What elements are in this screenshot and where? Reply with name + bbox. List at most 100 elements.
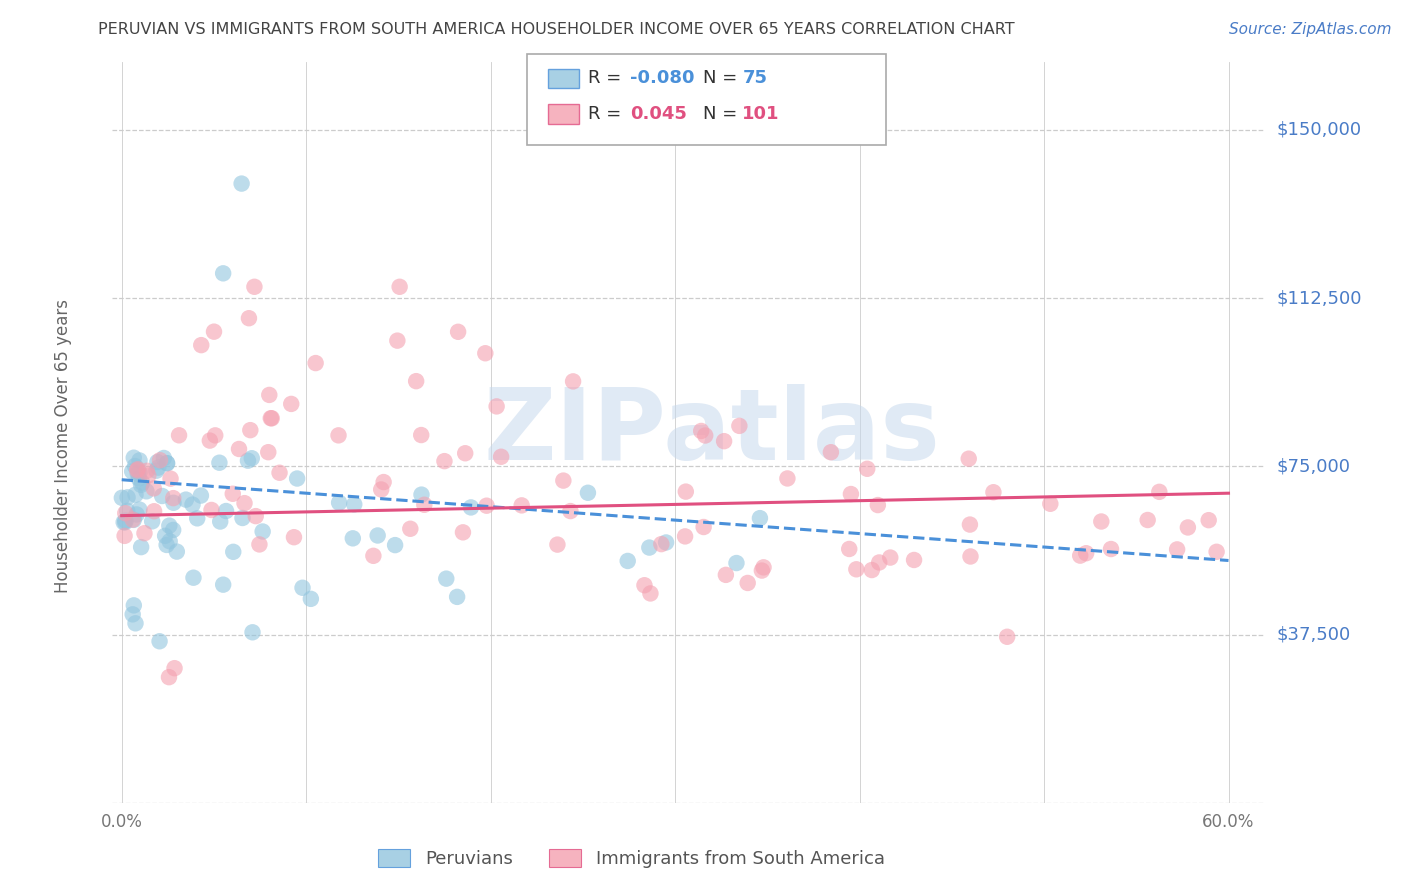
Point [673, 529, 696, 543]
Point [239, 423, 262, 437]
Point [957, 451, 980, 466]
Point [236, 453, 259, 467]
Point [128, 453, 150, 467]
Point [640, 586, 662, 600]
Point [135, 484, 157, 499]
Point [167, 428, 190, 442]
Point [124, 458, 146, 473]
Point [269, 466, 291, 480]
Point [725, 556, 748, 570]
Text: Householder Income Over 65 years: Householder Income Over 65 years [55, 299, 72, 593]
Point [283, 530, 305, 544]
Point [343, 497, 366, 511]
Point [838, 541, 860, 556]
Text: -0.080: -0.080 [630, 70, 695, 87]
Point [163, 661, 186, 675]
Point [728, 418, 751, 433]
Point [115, 504, 138, 518]
Point [222, 545, 245, 559]
Point [148, 460, 170, 475]
Point [157, 670, 180, 684]
Point [233, 496, 256, 510]
Point [209, 515, 232, 529]
Point [489, 450, 512, 464]
Point [411, 428, 433, 442]
Point [399, 522, 422, 536]
Point [208, 456, 231, 470]
Point [242, 625, 264, 640]
Point [245, 509, 267, 524]
Point [122, 513, 145, 527]
Point [485, 400, 508, 414]
Point [114, 514, 136, 528]
Point [1069, 549, 1091, 563]
Point [159, 534, 181, 549]
Point [820, 445, 842, 459]
Point [204, 428, 226, 442]
Point [405, 374, 427, 388]
Point [260, 411, 283, 425]
Point [474, 346, 496, 360]
Point [638, 541, 661, 555]
Point [434, 572, 457, 586]
Point [695, 428, 717, 442]
Point [114, 516, 136, 530]
Point [127, 463, 149, 477]
Point [153, 450, 176, 465]
Point [995, 630, 1018, 644]
Point [156, 456, 179, 470]
Point [959, 517, 981, 532]
Point [212, 577, 235, 591]
Point [150, 489, 173, 503]
Point [156, 456, 179, 470]
Point [1076, 546, 1098, 560]
Point [959, 549, 981, 564]
Point [737, 576, 759, 591]
Point [451, 525, 474, 540]
Point [655, 535, 678, 549]
Point [124, 616, 146, 631]
Point [1136, 513, 1159, 527]
Text: R =: R = [588, 105, 627, 123]
Point [128, 471, 150, 485]
Point [243, 280, 266, 294]
Point [156, 538, 179, 552]
Point [1099, 541, 1122, 556]
Point [363, 549, 385, 563]
Point [129, 478, 152, 492]
Point [162, 491, 184, 505]
Point [222, 487, 245, 501]
Point [1198, 513, 1220, 527]
Text: N =: N = [703, 105, 742, 123]
Point [128, 502, 150, 516]
Point [141, 514, 163, 528]
Text: 101: 101 [742, 105, 780, 123]
Point [145, 464, 167, 478]
Point [460, 500, 482, 515]
Point [128, 466, 150, 480]
Point [367, 528, 389, 542]
Point [148, 634, 170, 648]
Text: PERUVIAN VS IMMIGRANTS FROM SOUTH AMERICA HOUSEHOLDER INCOME OVER 65 YEARS CORRE: PERUVIAN VS IMMIGRANTS FROM SOUTH AMERIC… [98, 22, 1015, 37]
Point [650, 537, 672, 551]
Point [866, 498, 889, 512]
Point [285, 471, 308, 485]
Point [860, 563, 883, 577]
Point [510, 499, 533, 513]
Point [112, 515, 135, 529]
Point [692, 520, 714, 534]
Point [342, 532, 364, 546]
Point [373, 475, 395, 489]
Point [200, 503, 222, 517]
Point [131, 475, 153, 490]
Point [576, 485, 599, 500]
Point [190, 338, 212, 352]
Point [1177, 520, 1199, 534]
Point [252, 524, 274, 539]
Point [983, 485, 1005, 500]
Point [328, 428, 350, 442]
Point [249, 537, 271, 551]
Text: 0.045: 0.045 [630, 105, 686, 123]
Point [136, 468, 159, 483]
Point [183, 571, 205, 585]
